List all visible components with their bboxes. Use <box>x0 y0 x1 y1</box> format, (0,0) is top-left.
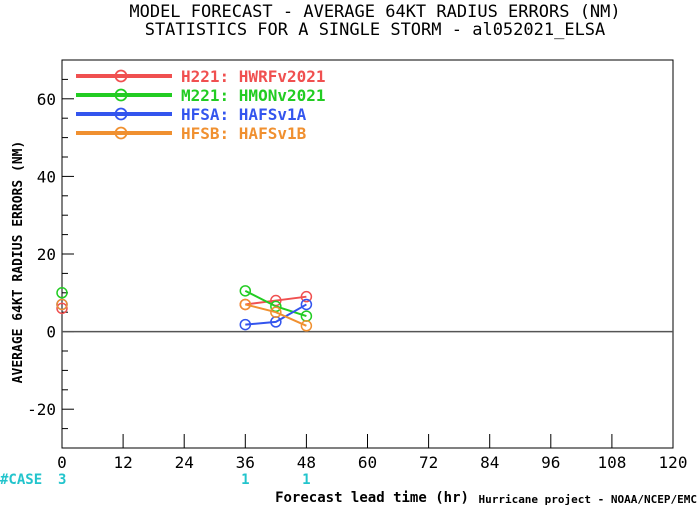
chart-title: MODEL FORECAST - AVERAGE 64KT RADIUS ERR… <box>129 2 620 22</box>
x-tick-label: 72 <box>419 453 438 472</box>
case-label: #CASE <box>0 472 42 488</box>
x-tick-label: 12 <box>113 453 132 472</box>
x-tick-label: 24 <box>175 453 194 472</box>
data-point <box>56 298 68 311</box>
legend-marker <box>114 126 128 140</box>
data-point <box>56 302 68 315</box>
plot-area <box>61 59 674 449</box>
data-point <box>56 287 68 299</box>
case-count: 1 <box>302 472 310 488</box>
series-line <box>245 295 307 306</box>
legend-item: H221: HWRFv2021 <box>76 67 326 86</box>
case-count: 3 <box>58 472 66 488</box>
case-counts: #CASE 3 1 1 <box>0 472 311 488</box>
axes: 0 12 24 36 48 60 72 84 96 108 120 -20 0 20 40 60 <box>27 59 688 472</box>
data-point <box>239 318 252 331</box>
data-point <box>300 290 313 303</box>
y-tick-label: 40 <box>37 167 56 186</box>
legend-item: HFSA: HAFSv1A <box>76 105 307 124</box>
legend-item: HFSB: HAFSv1B <box>76 124 307 143</box>
data-point <box>239 298 252 311</box>
credit-text: Hurricane project - NOAA/NCEP/EMC <box>478 493 697 506</box>
series-group <box>56 285 313 322</box>
legend-label: HFSA: HAFSv1A <box>181 105 307 124</box>
case-count: 1 <box>241 472 249 488</box>
x-tick-label: 120 <box>659 453 688 472</box>
series-layer <box>56 285 313 332</box>
legend-marker <box>114 69 128 83</box>
data-point <box>300 298 313 311</box>
legend-marker <box>114 107 128 121</box>
series-line <box>245 303 307 326</box>
x-tick-label: 48 <box>297 453 316 472</box>
data-point <box>239 285 252 297</box>
legend-label: HFSB: HAFSv1B <box>181 124 307 143</box>
legend-item: M221: HMONv2021 <box>76 86 326 105</box>
legend-marker <box>114 88 128 102</box>
data-point <box>300 320 313 332</box>
series-line <box>245 303 307 327</box>
x-tick-label: 60 <box>358 453 377 472</box>
x-tick-label: 108 <box>597 453 626 472</box>
x-tick-label: 36 <box>236 453 255 472</box>
series-group <box>56 298 313 332</box>
y-tick-label: 20 <box>37 245 56 264</box>
series-line <box>244 289 307 318</box>
x-tick-label: 96 <box>541 453 560 472</box>
y-tick-label: 0 <box>46 323 56 342</box>
x-tick-label: 0 <box>57 453 67 472</box>
x-tick-label: 84 <box>480 453 499 472</box>
data-point <box>270 306 282 318</box>
chart-subtitle: STATISTICS FOR A SINGLE STORM - al052021… <box>145 20 606 40</box>
legend-label: H221: HWRFv2021 <box>181 67 326 86</box>
legend-label: M221: HMONv2021 <box>181 86 326 105</box>
y-tick-label: 60 <box>37 90 56 109</box>
x-axis-label: Forecast lead time (hr) <box>275 490 469 506</box>
y-tick-label: -20 <box>27 400 56 419</box>
y-axis-label: AVERAGE 64KT RADIUS ERRORS (NM) <box>11 141 26 384</box>
